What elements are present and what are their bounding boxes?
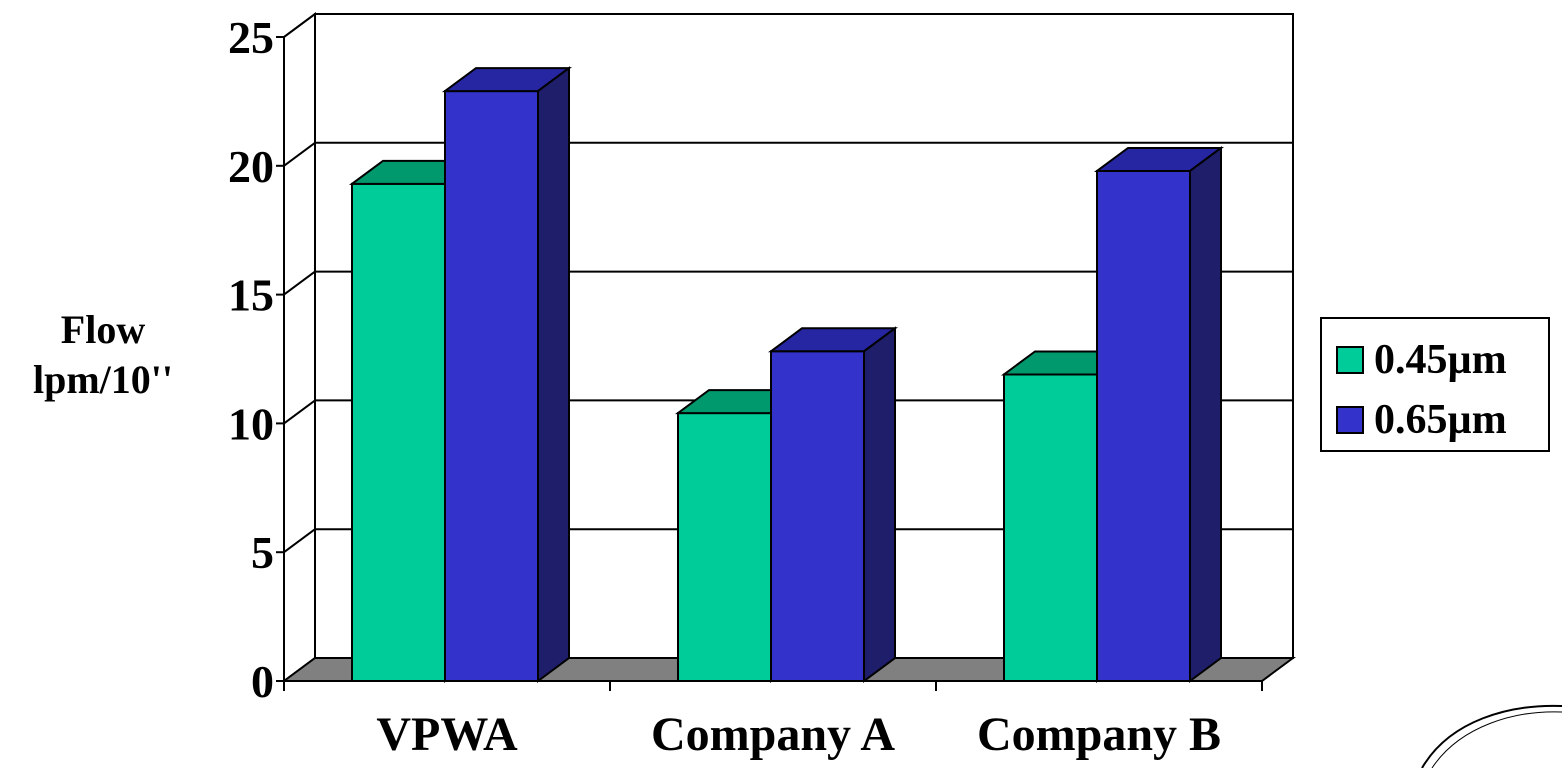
y-tick-label: 15 — [228, 270, 274, 321]
bar-front — [677, 412, 772, 682]
y-tick-label: 20 — [228, 141, 274, 192]
gridline-side — [283, 13, 316, 38]
legend-swatch-series-1 — [1336, 346, 1364, 374]
side-wall — [283, 12, 316, 683]
bar-front — [770, 350, 865, 682]
corner-arc-decoration — [1421, 704, 1562, 768]
x-tick-label: VPWA — [376, 708, 518, 761]
bars — [348, 66, 1225, 683]
gridline-side — [283, 528, 316, 554]
gridline-side — [283, 270, 316, 296]
y-tick-label: 25 — [228, 12, 274, 63]
bar — [1093, 145, 1225, 683]
gridline-side — [283, 141, 316, 167]
gridline-side — [283, 399, 316, 425]
axes: 0 5 10 15 20 25 VPWA Company A Company B — [228, 12, 1263, 761]
legend-label-series-2: 0.65µm — [1374, 397, 1507, 443]
y-tick-label: 5 — [251, 527, 274, 578]
bar-side — [1189, 145, 1222, 683]
legend-item-series-2: 0.65µm — [1336, 397, 1507, 443]
bar-front — [1096, 169, 1191, 682]
legend-item-series-1: 0.45µm — [1336, 337, 1507, 383]
legend-swatch-series-2 — [1336, 406, 1364, 434]
legend: 0.45µm 0.65µm — [1320, 317, 1550, 452]
bar-front — [351, 182, 446, 682]
x-tick-label: Company B — [977, 708, 1221, 761]
y-tick-label: 10 — [228, 398, 274, 449]
bar — [441, 66, 573, 683]
bar — [767, 326, 899, 683]
x-tick-label: Company A — [651, 708, 895, 761]
y-axis-label-line-1: Flow — [60, 307, 146, 352]
bar-side — [537, 66, 570, 683]
y-tick-label: 0 — [251, 656, 274, 707]
y-axis-label: Flow lpm/10'' — [8, 305, 198, 405]
y-axis-label-line-2: lpm/10'' — [32, 357, 174, 402]
bar-front — [1003, 373, 1098, 682]
bar-side — [863, 326, 896, 683]
bar-front — [444, 90, 539, 682]
legend-label-series-1: 0.45µm — [1374, 337, 1507, 383]
